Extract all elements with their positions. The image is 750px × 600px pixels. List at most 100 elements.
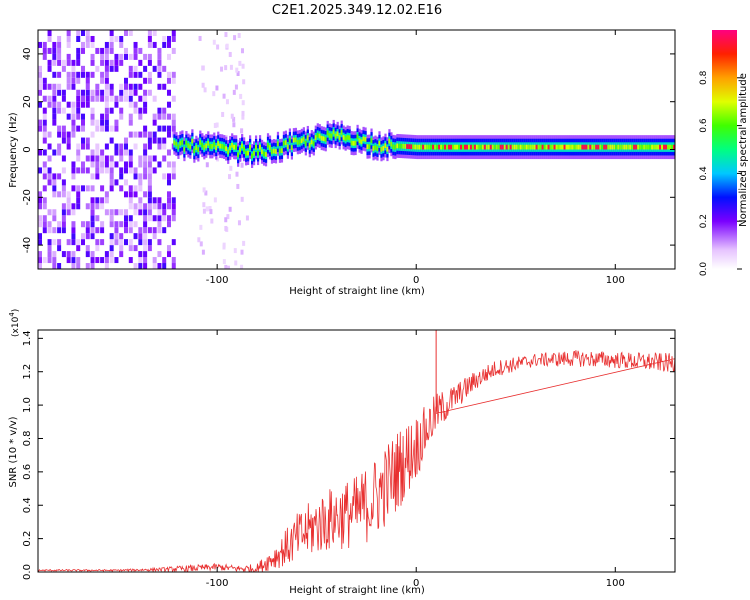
heatmap-cell — [138, 155, 143, 162]
heatmap-cell — [47, 239, 52, 246]
heatmap-cell — [100, 71, 105, 78]
heatmap-cell — [109, 137, 114, 144]
heatmap-cell — [42, 167, 47, 174]
heatmap-cell — [128, 203, 133, 210]
heatmap-cell — [240, 249, 244, 255]
heatmap-cell — [481, 144, 485, 150]
heatmap-cell — [109, 209, 114, 216]
heatmap-cell — [147, 71, 152, 78]
heatmap-cell — [71, 203, 76, 210]
heatmap-cell — [166, 173, 171, 180]
heatmap-cell — [138, 59, 143, 66]
heatmap-cell — [364, 137, 367, 142]
heatmap-cell — [52, 101, 57, 108]
heatmap-cell — [128, 83, 133, 90]
heatmap-cell — [128, 89, 133, 96]
heatmap-cell — [90, 209, 95, 216]
heatmap-cell — [222, 93, 226, 99]
heatmap-cell — [233, 248, 237, 254]
heatmap-cell — [38, 167, 42, 174]
heatmap-cell — [57, 107, 62, 114]
x-tick-label: 0 — [413, 275, 419, 286]
heatmap-cell — [47, 221, 52, 228]
heatmap-cell — [659, 144, 662, 150]
heatmap-cell — [388, 138, 391, 144]
heatmap-cell — [579, 144, 582, 150]
heatmap-cell — [133, 101, 138, 108]
heatmap-cell — [241, 100, 245, 106]
heatmap-cell — [320, 135, 323, 141]
heatmap-cell — [114, 119, 119, 126]
heatmap-cell — [90, 89, 95, 96]
heatmap-cell — [90, 257, 95, 264]
heatmap-cell — [360, 139, 363, 145]
heatmap-cell — [242, 240, 246, 246]
heatmap-cell — [171, 239, 176, 246]
heatmap-cell — [209, 144, 212, 149]
heatmap-cell — [615, 144, 618, 150]
heatmap-cell — [219, 143, 222, 149]
heatmap-cell — [171, 197, 176, 204]
heatmap-cell — [242, 79, 246, 85]
heatmap-cell — [76, 239, 81, 246]
heatmap-cell — [312, 141, 315, 146]
heatmap-cell — [66, 191, 71, 198]
heatmap-cell — [85, 251, 90, 258]
heatmap-cell — [501, 144, 505, 150]
heatmap-cell — [611, 144, 614, 150]
heatmap-cell — [47, 209, 52, 216]
heatmap-cell — [128, 71, 133, 78]
heatmap-cell — [637, 144, 640, 150]
heatmap-cell — [57, 59, 62, 66]
heatmap-cell — [133, 263, 138, 269]
heatmap-cell — [47, 35, 52, 42]
heatmap-cell — [95, 227, 100, 234]
heatmap-cell — [344, 136, 347, 142]
heatmap-cell — [100, 53, 105, 60]
heatmap-cell — [128, 185, 133, 192]
heatmap-cell — [104, 113, 109, 120]
y-tick-label: 0.4 — [22, 497, 33, 513]
heatmap-cell — [57, 83, 62, 90]
heatmap-cell — [128, 119, 133, 126]
heatmap-cell — [635, 144, 638, 150]
heatmap-cell — [52, 47, 57, 54]
heatmap-cell — [324, 136, 327, 142]
heatmap-cell — [152, 155, 157, 162]
heatmap-cell — [268, 145, 272, 150]
heatmap-cell — [162, 65, 167, 72]
heatmap-cell — [595, 144, 598, 150]
heatmap-cell — [104, 197, 109, 204]
heatmap-cell — [216, 156, 220, 162]
heatmap-cell — [418, 144, 421, 150]
heatmap-cell — [42, 227, 47, 234]
heatmap-cell — [128, 95, 133, 102]
heatmap-cell — [215, 85, 219, 91]
heatmap-cell — [109, 161, 114, 168]
heatmap-cell — [85, 203, 90, 210]
heatmap-cell — [114, 149, 119, 156]
heatmap-cell — [665, 144, 668, 150]
heatmap-cell — [204, 190, 208, 196]
heatmap-cell — [147, 209, 152, 216]
heatmap-cell — [133, 89, 138, 96]
heatmap-cell — [350, 140, 353, 146]
heatmap-cell — [384, 143, 387, 148]
heatmap-cell — [85, 71, 90, 78]
heatmap-cell — [318, 133, 321, 139]
heatmap-cell — [95, 215, 100, 222]
heatmap-cell — [80, 119, 85, 126]
heatmap-cell — [128, 245, 133, 252]
heatmap-cell — [95, 197, 100, 204]
heatmap-cell — [42, 257, 47, 264]
heatmap-cell — [38, 215, 42, 222]
heatmap-cell — [128, 221, 133, 228]
heatmap-cell — [80, 65, 85, 72]
heatmap-cell — [143, 101, 148, 108]
heatmap-cell — [535, 144, 538, 150]
heatmap-cell — [237, 139, 241, 145]
heatmap-cell — [80, 47, 85, 54]
heatmap-cell — [138, 209, 143, 216]
heatmap-cell — [138, 83, 143, 90]
heatmap-cell — [119, 251, 124, 258]
